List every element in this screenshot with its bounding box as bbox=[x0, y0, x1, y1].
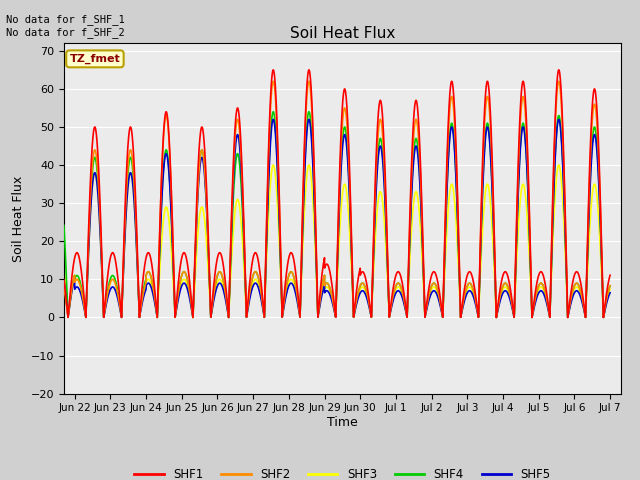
SHF1 bbox=[314, 310, 322, 316]
SHF3 bbox=[606, 287, 614, 292]
SHF5 bbox=[59, 268, 67, 274]
SHF4 bbox=[305, 109, 313, 115]
SHF5 bbox=[38, 273, 45, 278]
Text: No data for f_SHF_1
No data for f_SHF_2: No data for f_SHF_1 No data for f_SHF_2 bbox=[6, 14, 125, 38]
SHF4 bbox=[38, 269, 45, 275]
Line: SHF4: SHF4 bbox=[39, 112, 610, 317]
SHF2 bbox=[147, 274, 155, 279]
SHF3 bbox=[35, 272, 43, 278]
SHF5 bbox=[305, 117, 313, 122]
SHF1 bbox=[69, 264, 77, 269]
Line: SHF2: SHF2 bbox=[39, 81, 610, 317]
SHF2 bbox=[606, 283, 614, 288]
SHF5 bbox=[576, 292, 584, 298]
Line: SHF3: SHF3 bbox=[39, 165, 610, 317]
SHF5 bbox=[314, 312, 322, 318]
SHF2 bbox=[528, 314, 536, 320]
SHF1 bbox=[606, 272, 614, 278]
Title: Soil Heat Flux: Soil Heat Flux bbox=[290, 25, 395, 41]
Line: SHF5: SHF5 bbox=[39, 120, 610, 317]
SHF4 bbox=[528, 314, 536, 320]
SHF5 bbox=[147, 284, 155, 289]
SHF1 bbox=[35, 255, 43, 261]
SHF1 bbox=[305, 67, 313, 73]
SHF1 bbox=[147, 257, 155, 263]
SHF3 bbox=[38, 269, 45, 275]
SHF3 bbox=[59, 253, 67, 259]
SHF4 bbox=[69, 278, 77, 284]
SHF5 bbox=[606, 290, 614, 296]
SHF4 bbox=[35, 272, 43, 278]
SHF3 bbox=[576, 289, 584, 295]
SHF4 bbox=[576, 286, 584, 292]
SHF2 bbox=[69, 278, 77, 284]
Line: SHF1: SHF1 bbox=[39, 70, 610, 317]
SHF2 bbox=[59, 277, 67, 283]
Y-axis label: Soil Heat Flux: Soil Heat Flux bbox=[12, 175, 25, 262]
SHF3 bbox=[69, 278, 77, 284]
SHF5 bbox=[69, 282, 77, 288]
SHF4 bbox=[606, 283, 614, 288]
SHF5 bbox=[35, 276, 43, 282]
SHF3 bbox=[528, 314, 536, 320]
SHF3 bbox=[147, 280, 155, 286]
SHF1 bbox=[59, 268, 67, 274]
SHF4 bbox=[59, 201, 67, 206]
SHF1 bbox=[528, 314, 536, 320]
SHF2 bbox=[576, 286, 584, 292]
SHF4 bbox=[314, 312, 322, 317]
SHF1 bbox=[576, 276, 584, 282]
Text: TZ_fmet: TZ_fmet bbox=[70, 54, 120, 64]
SHF2 bbox=[38, 269, 45, 275]
SHF3 bbox=[305, 162, 313, 168]
SHF4 bbox=[147, 274, 155, 279]
Legend: SHF1, SHF2, SHF3, SHF4, SHF5: SHF1, SHF2, SHF3, SHF4, SHF5 bbox=[129, 463, 556, 480]
SHF2 bbox=[35, 272, 43, 278]
SHF3 bbox=[314, 312, 322, 318]
SHF2 bbox=[305, 78, 313, 84]
SHF5 bbox=[528, 314, 536, 320]
SHF2 bbox=[314, 312, 322, 317]
SHF1 bbox=[38, 250, 45, 256]
X-axis label: Time: Time bbox=[327, 416, 358, 429]
